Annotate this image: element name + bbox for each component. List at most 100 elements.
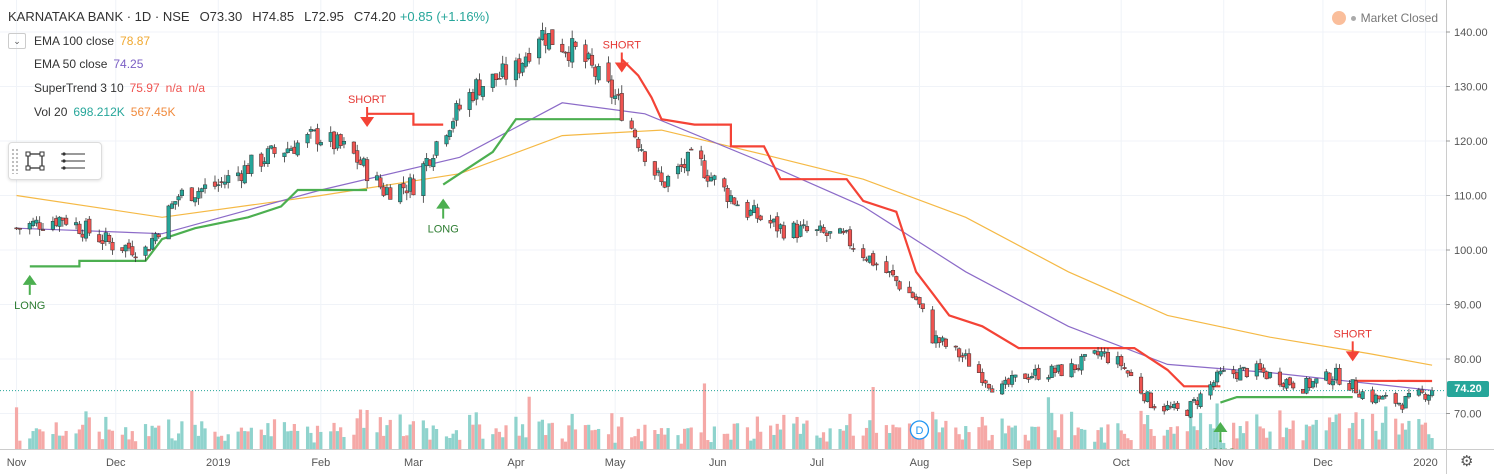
candle-body	[656, 170, 661, 173]
volume-bar	[107, 429, 111, 449]
candle-body	[226, 175, 231, 183]
candle-body	[153, 233, 158, 242]
candle-body	[411, 178, 416, 196]
volume-bar	[540, 419, 545, 449]
volume-bar	[560, 438, 564, 449]
candle-body	[1026, 377, 1031, 380]
legend-supertrend[interactable]: SuperTrend 3 10 75.97 n/a n/a	[34, 81, 205, 95]
volume-bar	[329, 431, 333, 449]
volume-bar	[378, 417, 382, 449]
volume-bar	[309, 432, 313, 449]
volume-bar	[848, 413, 852, 449]
chevron-down-icon: ⌄	[13, 36, 21, 46]
volume-bar	[1023, 434, 1027, 449]
x-tick-label: Nov	[7, 457, 27, 469]
candle-body	[87, 218, 92, 234]
volume-bar	[305, 426, 310, 449]
volume-bar	[1013, 425, 1017, 449]
volume-bar	[957, 434, 961, 449]
list-settings-icon[interactable]	[51, 145, 91, 177]
volume-bar	[365, 410, 369, 449]
y-tick-label: 90.00	[1454, 300, 1482, 312]
volume-bar	[38, 429, 42, 449]
legend-ema100-value: 78.87	[120, 34, 151, 48]
candle-body	[589, 54, 595, 66]
volume-bar	[775, 423, 779, 449]
volume-bar	[888, 433, 892, 449]
candle-body	[841, 231, 846, 234]
volume-bar	[524, 437, 528, 449]
volume-bar	[613, 442, 617, 449]
volume-bar	[157, 425, 161, 449]
volume-bar	[110, 430, 115, 449]
volume-bar	[656, 434, 660, 449]
volume-bar	[147, 436, 151, 449]
volume-bar	[1331, 422, 1335, 449]
candle-body	[295, 142, 300, 156]
ema100-line	[16, 129, 1433, 366]
candle-body	[629, 120, 634, 129]
volume-bar	[180, 421, 184, 449]
legend-ema50-value: 74.25	[113, 57, 144, 71]
volume-bar	[342, 437, 346, 449]
volume-bar	[18, 440, 22, 449]
collapse-legend-button[interactable]: ⌄	[8, 33, 26, 49]
candle-body	[666, 175, 671, 187]
volume-bar	[1222, 442, 1226, 449]
volume-bar	[315, 425, 320, 449]
volume-bar	[1007, 425, 1011, 449]
volume-bar	[931, 411, 935, 449]
drag-handle-icon[interactable]	[11, 148, 19, 174]
volume-bar	[481, 438, 485, 449]
candle-body	[619, 93, 624, 121]
legend-ema50[interactable]: EMA 50 close 74.25	[34, 57, 143, 71]
candle-body	[1119, 356, 1124, 367]
volume-bar	[425, 428, 429, 449]
volume-bar	[1003, 433, 1008, 449]
volume-bar	[1427, 434, 1431, 449]
market-status[interactable]: Market Closed	[1331, 11, 1438, 25]
rectangle-tool-icon[interactable]	[19, 145, 51, 177]
candle-body	[1244, 368, 1249, 377]
legend-volume[interactable]: Vol 20 698.212K 567.45K	[34, 105, 175, 119]
candle-body	[31, 220, 36, 226]
candle-body	[1406, 392, 1411, 398]
candle-body	[609, 79, 614, 98]
candle-body	[40, 229, 46, 231]
x-tick-label: Oct	[1113, 457, 1130, 469]
volume-bar	[699, 432, 703, 449]
candle-body	[1215, 371, 1220, 383]
volume-bar	[759, 431, 763, 449]
time-axis	[0, 449, 1446, 474]
legend-supertrend-label: SuperTrend 3 10	[34, 81, 124, 95]
volume-bar	[653, 430, 657, 449]
candle-body	[1258, 363, 1263, 371]
supertrend-up-line	[442, 118, 622, 186]
candle-body	[983, 380, 988, 384]
candle-body	[199, 188, 204, 193]
volume-bar	[405, 435, 409, 449]
volume-bar	[1079, 428, 1084, 449]
gear-icon[interactable]: ⚙	[1460, 453, 1474, 470]
volume-bar	[983, 425, 988, 449]
volume-bar	[987, 440, 991, 449]
legend-ema100[interactable]: EMA 100 close 78.87	[34, 34, 150, 48]
volume-bar	[838, 429, 842, 449]
volume-bar	[643, 424, 647, 449]
candle-body	[338, 134, 343, 146]
volume-bar	[732, 423, 736, 449]
volume-bar	[1235, 438, 1239, 449]
volume-bar	[1281, 437, 1285, 449]
volume-bar	[497, 431, 502, 449]
volume-bar	[382, 435, 386, 449]
volume-bar	[332, 422, 336, 449]
volume-bar	[421, 420, 425, 449]
volume-bar	[1311, 424, 1315, 449]
candle-body	[851, 248, 856, 250]
volume-bar	[1212, 428, 1216, 449]
symbol-title[interactable]: KARNATAKA BANK · 1D · NSE	[8, 9, 190, 24]
candle-body	[838, 228, 843, 234]
volume-bar	[884, 425, 888, 449]
volume-bar	[1152, 435, 1156, 449]
